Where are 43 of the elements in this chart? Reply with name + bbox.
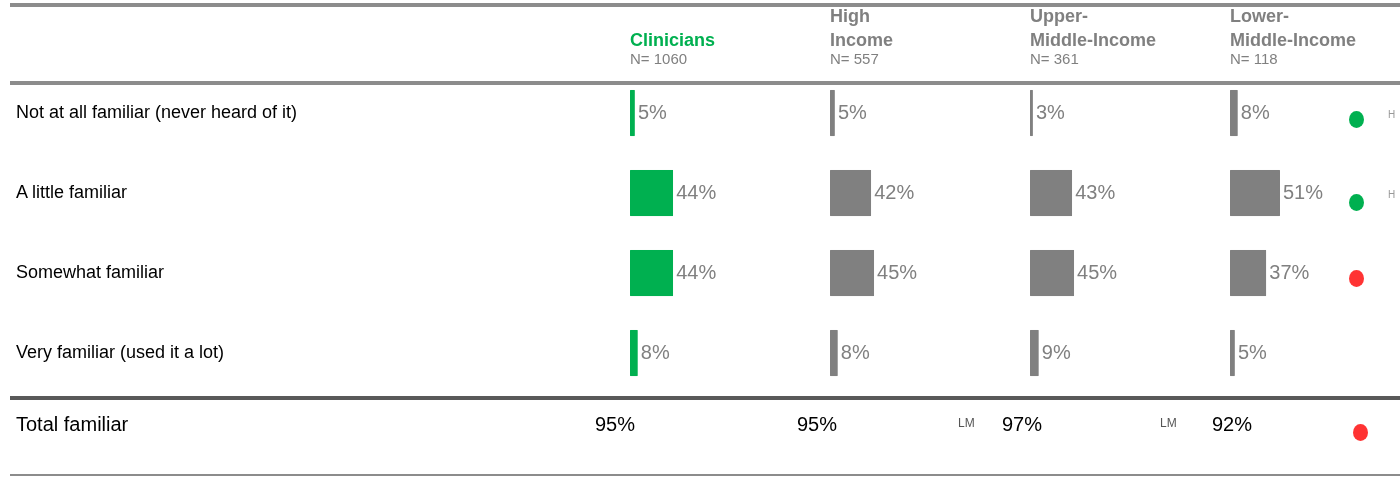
data-label: 5% xyxy=(1237,341,1268,363)
data-label: 37% xyxy=(1269,261,1310,283)
text: 97% xyxy=(1002,413,1043,435)
text: LM xyxy=(1160,416,1177,430)
chart-subtitle: N= 118 xyxy=(1230,50,1278,67)
data-label: 5% xyxy=(837,101,868,123)
bar xyxy=(1230,169,1280,217)
data-label: 9% xyxy=(1041,341,1071,363)
text: 95% xyxy=(797,413,838,435)
text: LM xyxy=(958,416,975,430)
chart-subtitle: N= 361 xyxy=(1030,50,1079,67)
text: H xyxy=(1388,109,1396,120)
bar xyxy=(1030,169,1073,217)
data-label: 42% xyxy=(874,181,915,203)
data-label: 3% xyxy=(1035,101,1066,123)
data-label: 5% xyxy=(637,101,668,123)
y-tick-label: Somewhat familiar xyxy=(16,262,165,282)
data-label: 8% xyxy=(640,341,670,363)
y-tick-label: A little familiar xyxy=(16,182,128,202)
data-label: 8% xyxy=(1240,101,1270,123)
bar xyxy=(830,249,875,297)
chart-title: Lower-Middle-Income xyxy=(1230,6,1357,50)
text: Total familiar xyxy=(16,413,129,435)
bar xyxy=(1230,249,1267,297)
data-label: 44% xyxy=(676,261,717,283)
y-tick-label: Not at all familiar (never heard of it) xyxy=(16,102,298,122)
bar xyxy=(830,169,872,217)
chart-subtitle: N= 1060 xyxy=(630,50,688,67)
text: H xyxy=(1388,189,1396,200)
chart-title: Clinicians xyxy=(630,30,716,50)
data-label: 45% xyxy=(1077,261,1118,283)
y-tick-label: Very familiar (used it a lot) xyxy=(16,342,225,362)
text: 92% xyxy=(1212,413,1253,435)
data-label: 44% xyxy=(676,181,717,203)
bar xyxy=(1030,249,1075,297)
chart-title: Upper-Middle-Income xyxy=(1030,6,1157,50)
data-label: 43% xyxy=(1075,181,1116,203)
data-label: 45% xyxy=(877,261,918,283)
text: 95% xyxy=(595,413,636,435)
chart-title: High Income xyxy=(830,6,894,50)
chart-subtitle: N= 557 xyxy=(830,50,879,67)
data-label: 8% xyxy=(840,341,870,363)
data-label: 51% xyxy=(1283,181,1324,203)
